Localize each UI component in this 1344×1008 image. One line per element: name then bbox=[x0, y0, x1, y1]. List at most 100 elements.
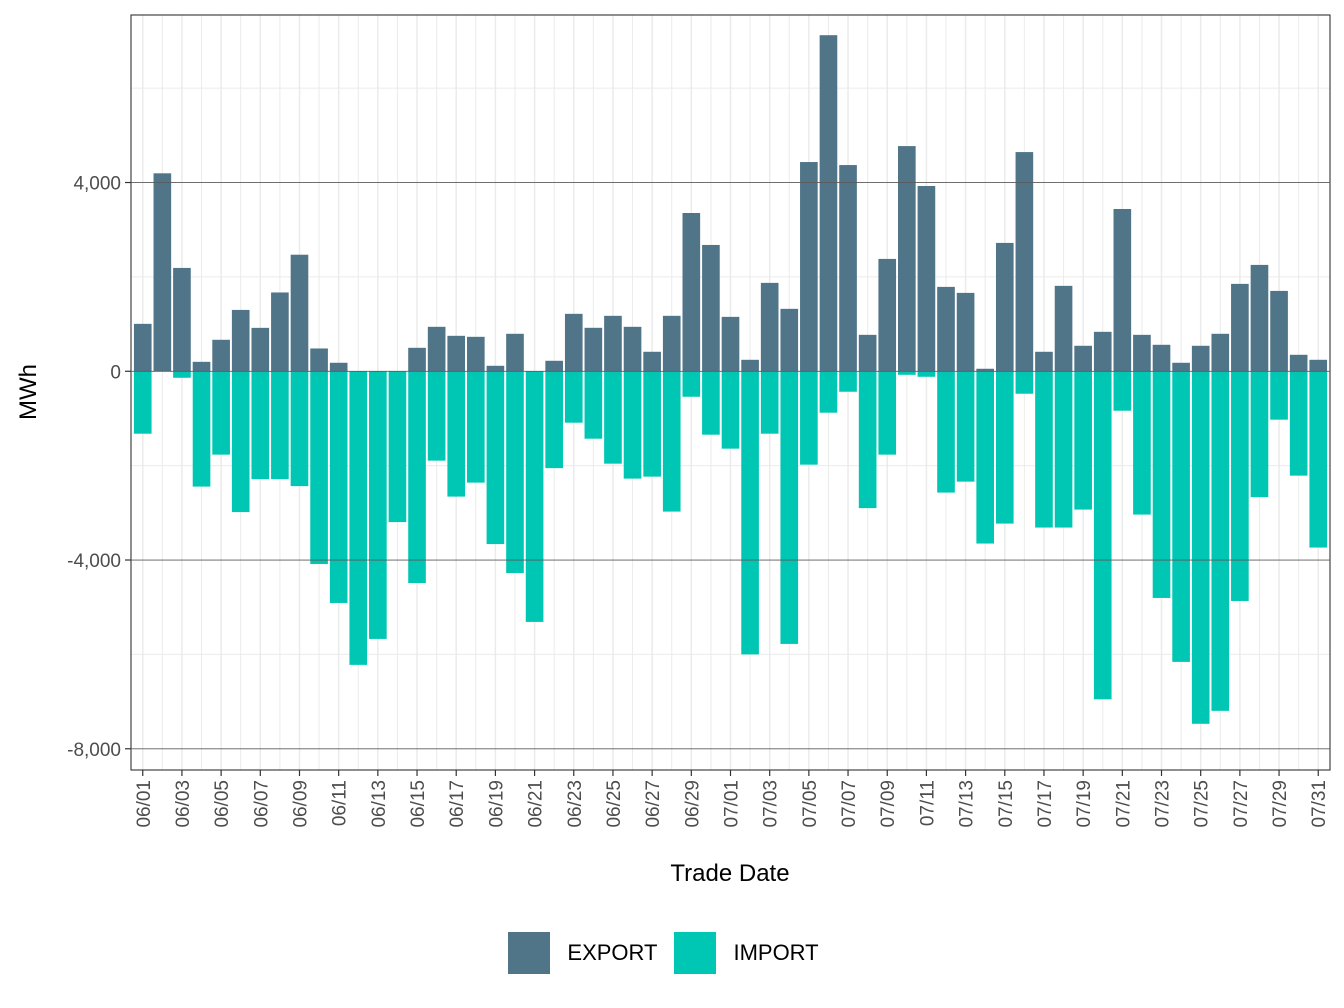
bar-export bbox=[466, 336, 485, 372]
x-tick-label: 06/25 bbox=[604, 780, 625, 828]
bar-import bbox=[800, 371, 818, 465]
bar-export bbox=[192, 361, 211, 372]
bar-export bbox=[800, 162, 818, 372]
bar-import bbox=[819, 371, 838, 413]
x-tick-label: 06/21 bbox=[526, 780, 547, 828]
bar-import bbox=[760, 371, 779, 434]
bar-export bbox=[173, 267, 191, 372]
bar-export bbox=[1035, 351, 1053, 372]
bar-import bbox=[1015, 371, 1034, 394]
y-tick-label: -8,000 bbox=[67, 740, 121, 761]
x-tick-label: 06/07 bbox=[251, 780, 272, 828]
x-tick-label: 07/29 bbox=[1270, 780, 1291, 828]
bar-import bbox=[937, 371, 955, 493]
bar-export bbox=[917, 186, 936, 372]
bar-import bbox=[133, 371, 152, 434]
x-tick-label: 07/03 bbox=[761, 780, 782, 828]
bar-export bbox=[839, 165, 857, 372]
bar-import bbox=[584, 371, 603, 439]
bar-import bbox=[1054, 371, 1073, 528]
bar-import bbox=[486, 371, 505, 545]
bar-export bbox=[1015, 152, 1034, 372]
bar-import bbox=[1191, 371, 1210, 724]
x-tick-label: 07/19 bbox=[1074, 780, 1095, 828]
x-tick-label: 07/15 bbox=[996, 780, 1017, 828]
bar-import bbox=[662, 371, 681, 512]
x-tick-label: 06/23 bbox=[565, 780, 586, 828]
bar-import bbox=[898, 371, 916, 375]
bar-import bbox=[1172, 371, 1190, 662]
bar-import bbox=[956, 371, 975, 482]
y-axis: -8,000 -4,000 0 4,000 bbox=[67, 174, 131, 761]
bar-import bbox=[780, 371, 799, 644]
bar-export bbox=[486, 365, 505, 372]
bar-export bbox=[427, 326, 446, 372]
bar-import bbox=[1074, 371, 1092, 510]
x-tick-label: 07/05 bbox=[800, 780, 821, 828]
bar-import bbox=[643, 371, 661, 477]
bar-import bbox=[408, 371, 426, 583]
y-tick-label: -4,000 bbox=[67, 551, 121, 572]
bar-export bbox=[1054, 285, 1073, 372]
bar-import bbox=[506, 371, 524, 573]
bar-export bbox=[1231, 283, 1249, 372]
bar-import bbox=[1289, 371, 1308, 476]
bar-import bbox=[682, 371, 701, 397]
bar-export bbox=[1113, 208, 1132, 372]
bar-export bbox=[995, 242, 1014, 372]
bar-import bbox=[1113, 371, 1132, 411]
bar-export bbox=[937, 286, 955, 372]
bar-import bbox=[1152, 371, 1171, 598]
bar-import bbox=[231, 371, 250, 513]
bar-import bbox=[1093, 371, 1112, 700]
bar-export bbox=[1309, 359, 1328, 372]
bar-export bbox=[290, 254, 309, 372]
bar-export bbox=[623, 326, 642, 372]
x-tick-label: 07/09 bbox=[878, 780, 899, 828]
bar-export bbox=[584, 327, 603, 372]
bar-import bbox=[290, 371, 309, 487]
x-tick-label: 06/03 bbox=[173, 780, 194, 828]
bar-export bbox=[878, 258, 897, 372]
x-axis-title: Trade Date bbox=[670, 860, 789, 887]
bar-export bbox=[329, 362, 348, 372]
bar-import bbox=[329, 371, 348, 603]
bar-export bbox=[780, 308, 799, 372]
bar-export bbox=[1250, 264, 1269, 372]
bar-import bbox=[466, 371, 485, 483]
bar-export bbox=[819, 35, 838, 372]
bar-import bbox=[525, 371, 544, 622]
bar-import bbox=[1309, 371, 1328, 548]
bar-export bbox=[153, 173, 172, 372]
bar-import bbox=[976, 371, 995, 544]
legend-key-export bbox=[508, 932, 551, 974]
x-tick-label: 06/17 bbox=[447, 780, 468, 828]
bar-import bbox=[192, 371, 211, 487]
legend-item-import: IMPORT bbox=[674, 932, 835, 974]
bar-export bbox=[721, 316, 740, 372]
bar-import bbox=[858, 371, 877, 509]
bar-export bbox=[231, 309, 250, 372]
bar-import bbox=[702, 371, 720, 435]
bar-export bbox=[643, 351, 661, 372]
bar-import bbox=[173, 371, 191, 378]
x-tick-label: 07/25 bbox=[1192, 780, 1213, 828]
bar-import bbox=[878, 371, 897, 455]
bar-import bbox=[1035, 371, 1053, 528]
x-tick-label: 06/09 bbox=[290, 780, 311, 828]
x-tick-label: 07/07 bbox=[839, 780, 860, 828]
bar-export bbox=[564, 313, 583, 372]
bar-export bbox=[702, 244, 720, 372]
x-tick-label: 07/23 bbox=[1153, 780, 1174, 828]
bar-export bbox=[682, 212, 701, 372]
y-tick-label: 0 bbox=[110, 362, 121, 383]
bar-export bbox=[1133, 334, 1151, 372]
bar-export bbox=[1074, 345, 1092, 372]
bar-export bbox=[976, 368, 995, 372]
bar-import bbox=[623, 371, 642, 479]
bar-export bbox=[858, 334, 877, 372]
bar-import bbox=[369, 371, 387, 639]
bar-export bbox=[271, 292, 289, 372]
legend-item-export: EXPORT bbox=[508, 932, 674, 974]
